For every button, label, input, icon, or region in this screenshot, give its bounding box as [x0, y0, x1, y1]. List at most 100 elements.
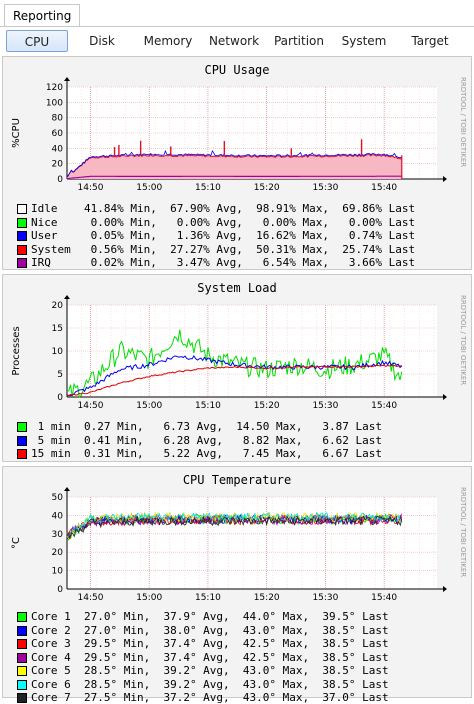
y-tick-label: 20	[52, 160, 64, 170]
temp-legend-text: Core 1 27.0° Min, 37.9° Avg, 44.0° Max, …	[31, 610, 389, 623]
system-load-graph-panel: 0 5 10 15 20 14:50 15:00 15:10 15:20 15:30 15:40 Sy…	[2, 274, 472, 462]
cpu-temperature-graph-panel: 0 10 20 30 40 50 14:50 15:00 15:10 15:20 15:30 15:4…	[2, 466, 472, 704]
temp-legend-swatch	[17, 612, 27, 622]
y-tick-label: 0	[57, 175, 63, 185]
cpu-temperature-chart: 0 10 20 30 40 50 14:50 15:00 15:10 15:20 15:30 15:4…	[11, 473, 467, 603]
x-tick-label: 15:30	[312, 593, 338, 603]
load-series-line	[66, 329, 403, 398]
y-axis-label: °C	[11, 537, 22, 549]
load-legend-text: 15 min 0.31 Min, 5.22 Avg, 7.45 Max, 6.6…	[31, 447, 382, 460]
y-tick-label: 15	[52, 324, 63, 334]
x-tick-label: 14:50	[78, 593, 104, 603]
chart-title: System Load	[197, 281, 276, 295]
y-axis-label: %CPU	[11, 118, 22, 148]
temp-legend-text: Core 7 27.5° Min, 37.2° Avg, 43.0° Max, …	[31, 691, 389, 704]
temp-legend-swatch	[17, 666, 27, 676]
temp-legend-swatch	[17, 625, 27, 636]
cpu-legend-swatch	[17, 258, 27, 268]
y-tick-label: 10	[52, 347, 64, 357]
temperature-series-line	[66, 511, 403, 540]
x-tick-label: 15:20	[254, 401, 280, 411]
y-tick-label: 40	[52, 144, 64, 154]
load-legend-text: 1 min 0.27 Min, 6.73 Avg, 14.50 Max, 3.8…	[31, 420, 382, 433]
y-tick-label: 20	[52, 301, 64, 311]
temp-legend-swatch	[17, 679, 27, 690]
x-tick-label: 15:10	[195, 401, 221, 411]
load-series-line	[66, 354, 403, 397]
load-legend-swatch	[17, 435, 27, 446]
x-tick-label: 15:00	[136, 183, 162, 193]
temp-legend-swatch	[17, 639, 27, 649]
x-tick-label: 15:10	[195, 593, 221, 603]
subtab-system[interactable]: System	[341, 34, 387, 48]
load-legend-text: 5 min 0.41 Min, 6.28 Avg, 8.82 Max, 6.62…	[31, 433, 382, 447]
y-tick-label: 30	[52, 530, 64, 540]
chart-title: CPU Temperature	[183, 473, 291, 487]
load-legend-swatch	[17, 449, 27, 459]
tab-divider	[0, 26, 474, 27]
subtab-target[interactable]: Target	[411, 34, 449, 48]
plot-area	[67, 497, 437, 589]
user-line	[66, 149, 402, 178]
load-series-line	[66, 364, 402, 397]
temp-legend-text: Core 5 28.5° Min, 39.2° Avg, 43.0° Max, …	[31, 664, 389, 677]
subtab-cpu[interactable]: CPU	[6, 30, 68, 52]
temp-legend-swatch	[17, 693, 27, 703]
y-tick-label: 100	[46, 98, 63, 108]
subtab-disk[interactable]: Disk	[89, 34, 115, 48]
x-tick-label: 15:40	[371, 183, 397, 193]
x-tick-label: 15:20	[254, 183, 280, 193]
system-area	[67, 154, 402, 179]
cpu-usage-graph-panel: 0 20 40 60 80 100 120 14:50 15:00 15:10 15:20 15:30…	[2, 56, 472, 270]
cpu-legend-text: User 0.05% Min, 1.36% Avg, 16.62% Max, 0…	[31, 229, 416, 242]
x-axis-arrow	[443, 394, 447, 400]
y-axis-label: Processes	[11, 326, 22, 375]
tab-reporting[interactable]: Reporting	[4, 4, 81, 26]
cpu-legend-swatch	[17, 244, 27, 255]
rrdtool-watermark: RRDTOOL / TOBI OETIKER	[459, 295, 467, 385]
sub-navigation: CPU Disk Memory Network Partition System…	[0, 28, 474, 54]
subtab-network[interactable]: Network	[208, 34, 260, 48]
rrdtool-watermark: RRDTOOL / TOBI OETIKER	[459, 487, 467, 577]
temp-legend-text: Core 2 27.0° Min, 38.0° Avg, 43.0° Max, …	[31, 623, 389, 637]
subtab-memory[interactable]: Memory	[143, 34, 193, 48]
y-axis-arrow	[64, 295, 70, 299]
chart-title: CPU Usage	[204, 63, 269, 77]
x-axis-arrow	[443, 176, 447, 182]
x-tick-label: 15:30	[312, 401, 338, 411]
y-axis-arrow	[64, 77, 70, 81]
x-tick-label: 15:00	[136, 593, 162, 603]
x-tick-label: 15:40	[371, 593, 397, 603]
cpu-usage-chart: 0 20 40 60 80 100 120 14:50 15:00 15:10 15:20 15:30…	[11, 63, 467, 193]
x-tick-label: 15:10	[195, 183, 221, 193]
temperature-series-line	[66, 515, 403, 540]
cpu-legend-text: Nice 0.00% Min, 0.00% Avg, 0.00% Max, 0.…	[31, 215, 416, 229]
x-tick-label: 15:20	[254, 593, 280, 603]
cpu-legend-swatch	[17, 217, 27, 228]
cpu-legend-swatch	[17, 231, 27, 241]
cpu-legend-text: System 0.56% Min, 27.27% Avg, 50.31% Max…	[31, 242, 416, 256]
y-tick-label: 0	[57, 393, 63, 403]
subtab-partition[interactable]: Partition	[273, 34, 324, 48]
cpu-legend-text: IRQ 0.02% Min, 3.47% Avg, 6.54% Max, 3.6…	[31, 256, 416, 269]
temp-legend-text: Core 6 28.5° Min, 39.2° Avg, 43.0° Max, …	[31, 677, 389, 691]
y-tick-label: 50	[52, 493, 64, 503]
y-tick-label: 120	[46, 83, 63, 93]
x-tick-label: 15:00	[136, 401, 162, 411]
system-load-chart: 0 5 10 15 20 14:50 15:00 15:10 15:20 15:30 15:40 Sy…	[11, 281, 467, 411]
temp-legend-text: Core 3 29.5° Min, 37.4° Avg, 42.5° Max, …	[31, 637, 389, 650]
y-tick-label: 5	[57, 370, 63, 380]
y-axis-arrow	[64, 487, 70, 491]
y-tick-label: 20	[52, 548, 64, 558]
y-tick-label: 0	[57, 585, 63, 595]
x-tick-label: 15:30	[312, 183, 338, 193]
irq-line	[66, 175, 402, 180]
y-tick-label: 10	[52, 567, 64, 577]
load-legend-swatch	[17, 422, 27, 432]
x-tick-label: 14:50	[78, 183, 104, 193]
x-tick-label: 15:40	[371, 401, 397, 411]
x-axis-arrow	[443, 586, 447, 592]
cpu-legend-swatch	[17, 204, 27, 214]
temp-legend-text: Core 4 29.5° Min, 37.4° Avg, 42.5° Max, …	[31, 650, 389, 664]
rrdtool-watermark: RRDTOOL / TOBI OETIKER	[459, 77, 467, 167]
